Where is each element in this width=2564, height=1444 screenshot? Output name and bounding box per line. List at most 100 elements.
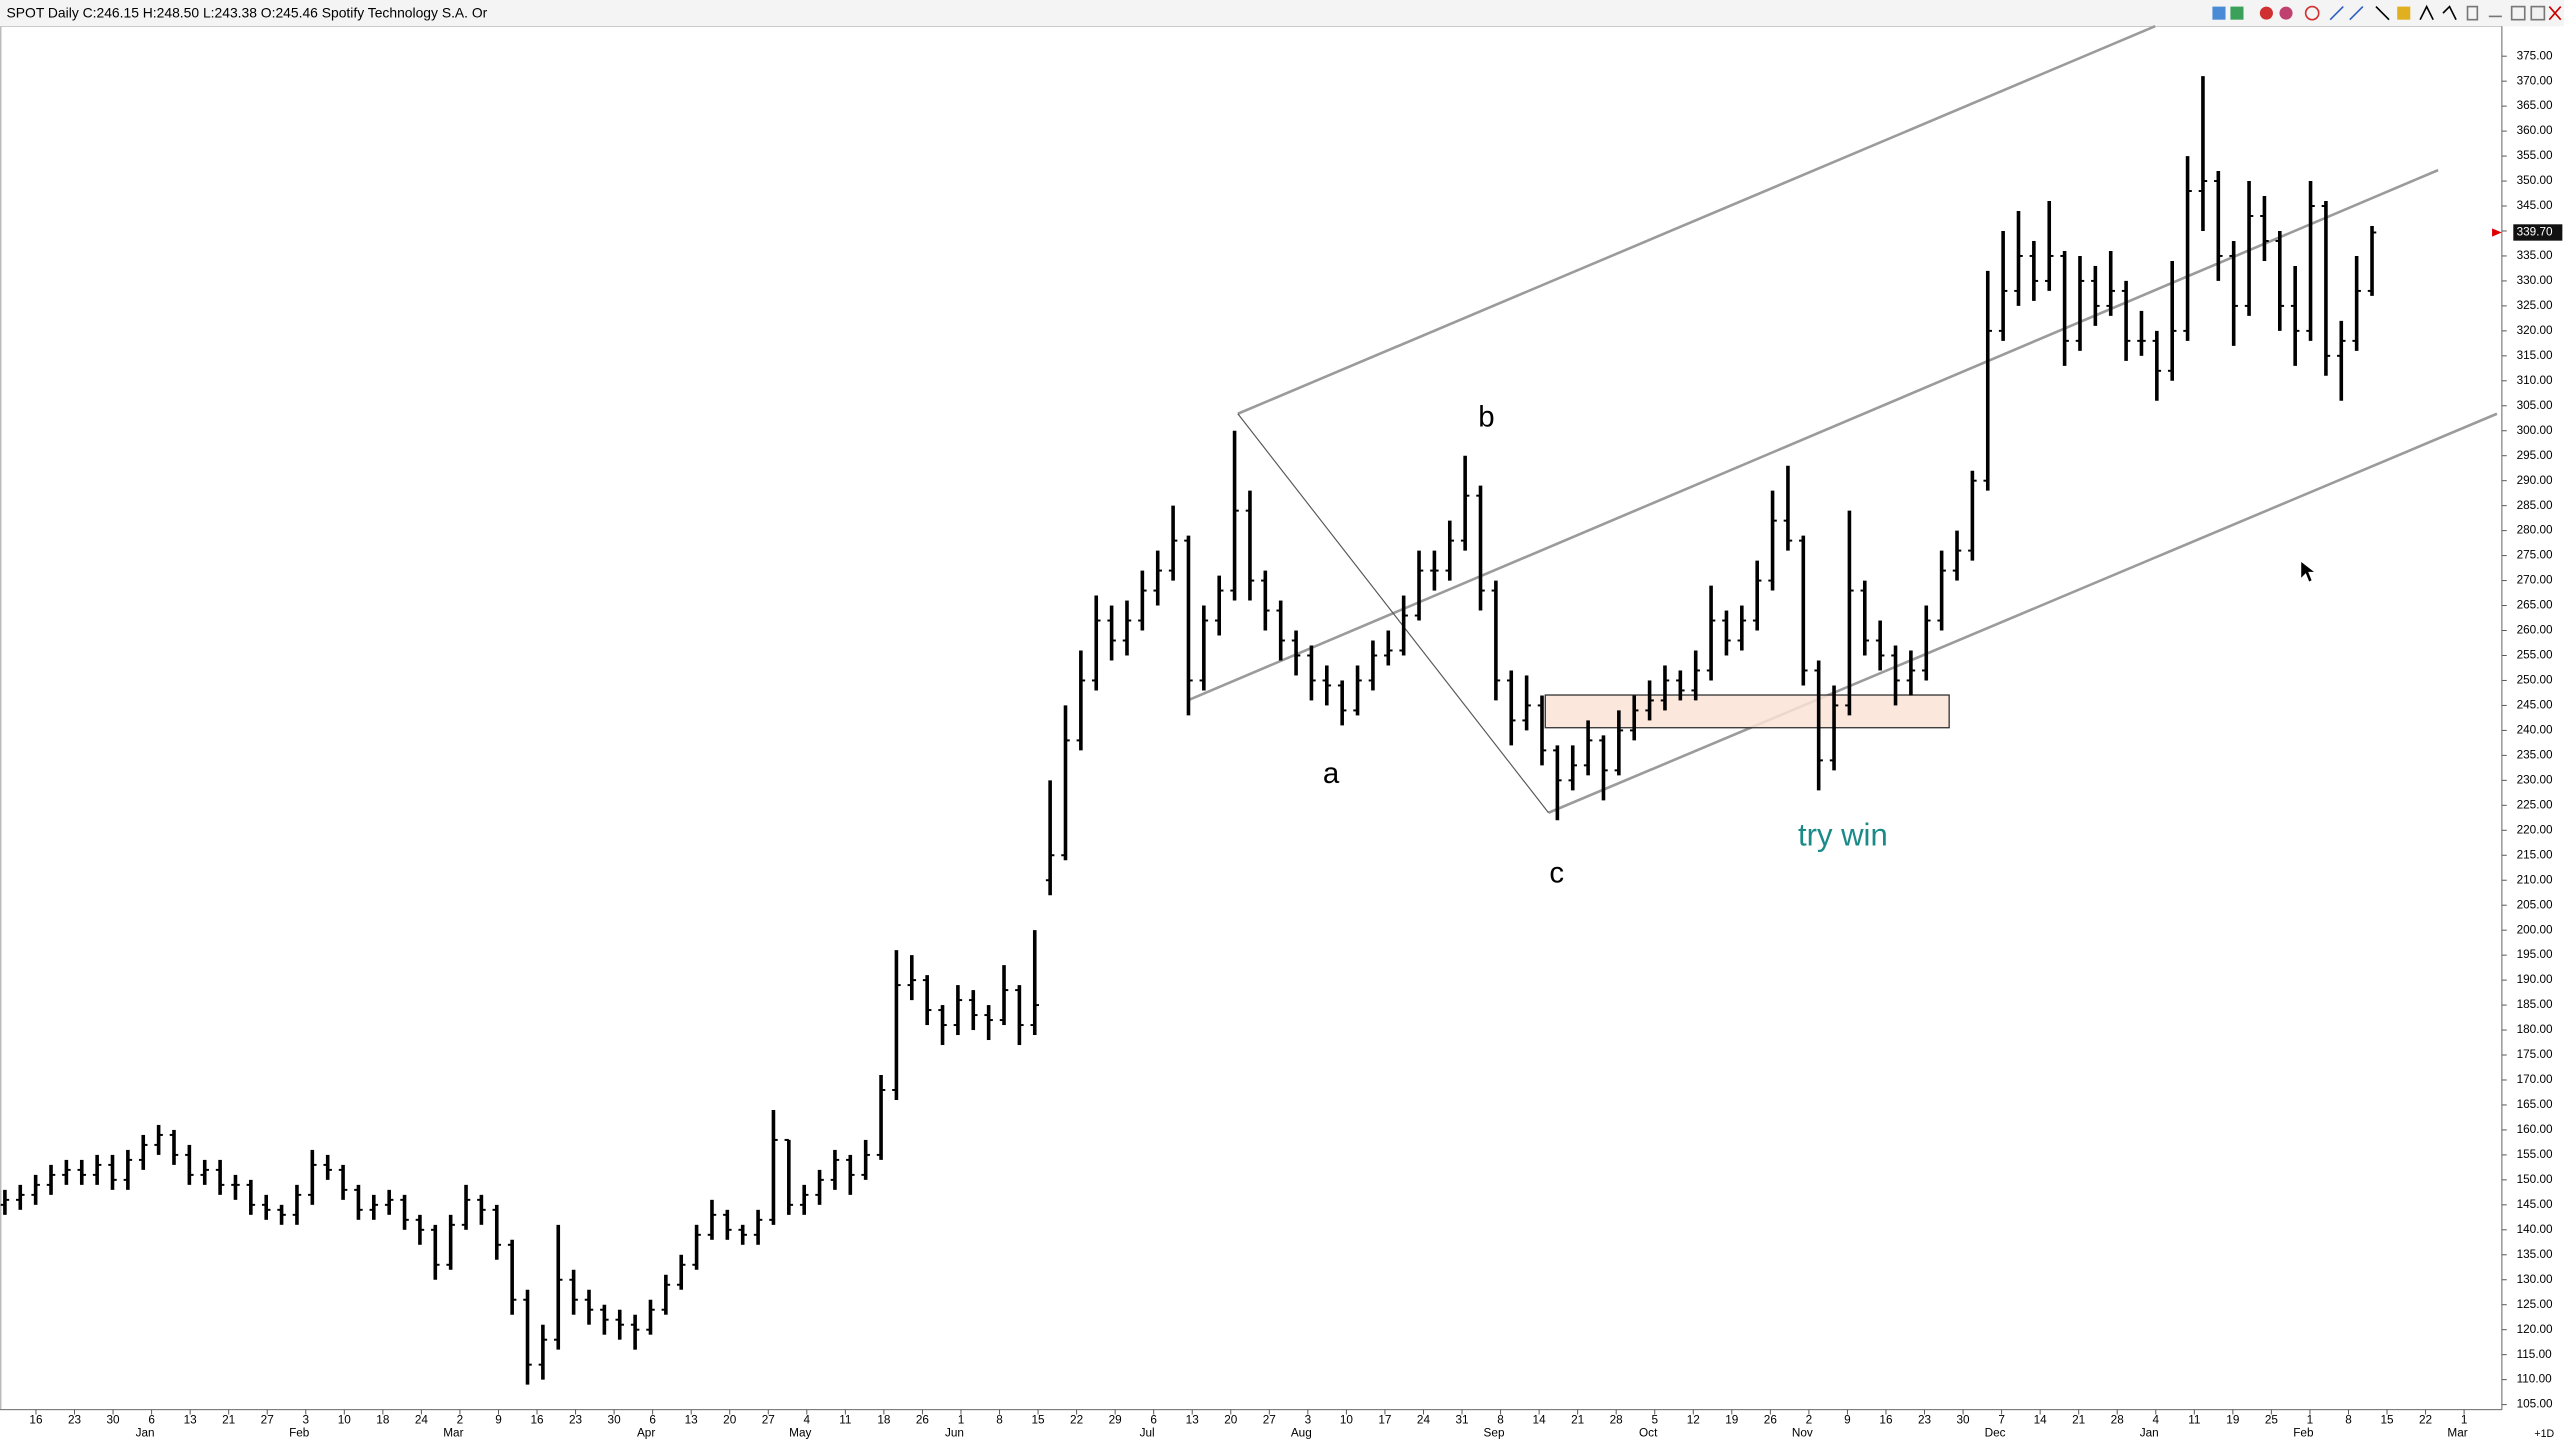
x-tick-label: 2	[1806, 1413, 1813, 1426]
y-tick-label: 215.00	[2517, 848, 2553, 861]
tool-icon[interactable]	[2259, 6, 2273, 20]
annotation: b	[1478, 400, 1494, 433]
y-tick-label: 300.00	[2517, 424, 2553, 437]
x-month-label: Aug	[1291, 1426, 1312, 1439]
x-tick-label: 12	[1687, 1413, 1700, 1426]
x-tick-label: 15	[2380, 1413, 2394, 1426]
header-bar	[0, 0, 2564, 27]
x-tick-label: 22	[1070, 1413, 1083, 1426]
y-tick-label: 310.00	[2517, 374, 2553, 387]
y-tick-label: 260.00	[2517, 624, 2553, 637]
zone-box	[1544, 694, 1950, 729]
x-tick-label: 5	[1651, 1413, 1658, 1426]
x-tick-label: 25	[2265, 1413, 2279, 1426]
tool-icon[interactable]	[2329, 6, 2344, 21]
y-tick-label: 175.00	[2517, 1048, 2553, 1061]
x-tick-label: 30	[608, 1413, 622, 1426]
x-tick-label: 18	[376, 1413, 390, 1426]
x-tick-label: 16	[1879, 1413, 1893, 1426]
x-tick-label: 13	[685, 1413, 699, 1426]
y-tick-label: 330.00	[2517, 274, 2553, 287]
x-tick-label: 28	[2111, 1413, 2125, 1426]
x-month-label: Jun	[945, 1426, 964, 1439]
x-tick-label: 19	[1725, 1413, 1738, 1426]
y-tick-label: 320.00	[2517, 324, 2553, 337]
x-tick-label: 9	[495, 1413, 502, 1426]
x-tick-label: 26	[1764, 1413, 1778, 1426]
pitchfork	[1188, 25, 2498, 814]
y-tick-label: 315.00	[2517, 349, 2553, 362]
tool-icon[interactable]	[2212, 6, 2226, 20]
price-bars	[0, 76, 2377, 1385]
x-tick-label: 23	[569, 1413, 583, 1426]
x-tick-label: 30	[107, 1413, 121, 1426]
x-tick-label: 2	[457, 1413, 464, 1426]
x-tick-label: 8	[996, 1413, 1003, 1426]
x-tick-label: 20	[1224, 1413, 1238, 1426]
x-tick-label: 6	[1150, 1413, 1157, 1426]
x-tick-label: 4	[804, 1413, 811, 1426]
x-tick-label: 29	[1109, 1413, 1122, 1426]
window-button[interactable]	[2548, 6, 2562, 21]
y-tick-label: 160.00	[2517, 1123, 2553, 1136]
y-tick-label: 235.00	[2517, 748, 2553, 761]
y-tick-label: 140.00	[2517, 1223, 2553, 1236]
x-month-label: Feb	[2293, 1426, 2314, 1439]
window-button[interactable]	[2530, 5, 2546, 21]
y-tick-label: 190.00	[2517, 973, 2553, 986]
chart-title: SPOT Daily C:246.15 H:248.50 L:243.38 O:…	[7, 5, 488, 21]
tool-icon[interactable]	[2442, 5, 2457, 21]
x-tick-label: 13	[1186, 1413, 1200, 1426]
corner-label: +1D	[2534, 1428, 2554, 1440]
x-tick-label: 1	[958, 1413, 965, 1426]
x-tick-label: 14	[1533, 1413, 1547, 1426]
x-month-label: Dec	[1985, 1426, 2006, 1439]
annotation: c	[1549, 857, 1564, 890]
y-tick-label: 375.00	[2517, 49, 2553, 62]
x-tick-label: 1	[2461, 1413, 2468, 1426]
x-tick-label: 15	[1032, 1413, 1046, 1426]
window-button[interactable]	[2510, 5, 2526, 21]
y-tick-label: 200.00	[2517, 923, 2553, 936]
x-tick-label: 18	[877, 1413, 891, 1426]
tool-icon[interactable]	[2230, 6, 2244, 20]
y-tick-label: 205.00	[2517, 898, 2553, 911]
y-tick-label: 105.00	[2517, 1398, 2553, 1411]
annotation: a	[1323, 757, 1340, 790]
y-tick-label: 145.00	[2517, 1198, 2553, 1211]
y-tick-label: 195.00	[2517, 948, 2553, 961]
toolbar[interactable]	[2212, 4, 2562, 21]
x-month-label: Mar	[443, 1426, 463, 1439]
tool-icon[interactable]	[2397, 6, 2411, 20]
x-tick-label: 6	[148, 1413, 155, 1426]
x-tick-label: 23	[1918, 1413, 1932, 1426]
last-price-label: 339.70	[2517, 226, 2553, 239]
x-month-label: Jul	[1140, 1426, 1155, 1439]
tool-icon[interactable]	[2349, 6, 2364, 21]
y-tick-label: 135.00	[2517, 1248, 2553, 1261]
y-tick-label: 115.00	[2517, 1348, 2553, 1361]
y-tick-label: 365.00	[2517, 99, 2553, 112]
y-tick-label: 370.00	[2517, 74, 2553, 87]
x-tick-label: 10	[1340, 1413, 1354, 1426]
tool-icon[interactable]	[2279, 6, 2293, 20]
x-tick-label: 11	[2188, 1413, 2200, 1426]
y-tick-label: 165.00	[2517, 1098, 2553, 1111]
x-tick-label: 27	[762, 1413, 775, 1426]
y-tick-label: 355.00	[2517, 149, 2553, 162]
pitchfork-median	[1188, 168, 2439, 702]
x-month-label: Apr	[637, 1426, 655, 1439]
tool-icon[interactable]	[2419, 4, 2434, 21]
tool-icon[interactable]	[2304, 5, 2320, 21]
x-tick-label: 21	[1571, 1413, 1584, 1426]
y-tick-label: 155.00	[2517, 1148, 2553, 1161]
y-tick-label: 275.00	[2517, 549, 2553, 562]
y-tick-label: 150.00	[2517, 1173, 2553, 1186]
tool-icon[interactable]	[2466, 5, 2479, 21]
tool-icon[interactable]	[2375, 6, 2390, 21]
x-tick-label: 16	[530, 1413, 544, 1426]
x-month-label: Feb	[289, 1426, 310, 1439]
